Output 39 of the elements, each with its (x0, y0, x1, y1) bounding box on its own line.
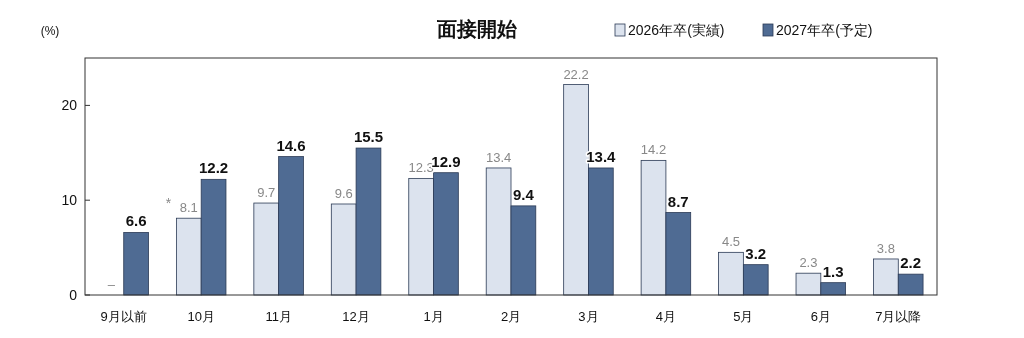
data-label: 2.2 (900, 254, 922, 272)
x-tick-label: 10月 (187, 309, 215, 324)
x-tick-label: 2月 (500, 309, 522, 324)
data-label: 9.6 (334, 185, 353, 201)
x-tick-label: 6月 (810, 309, 831, 324)
legend-label: 2027年卒(予定) (776, 22, 873, 38)
x-tick-label: 5月 (733, 309, 754, 324)
x-tick-label: 12月 (342, 309, 370, 324)
data-label: 8.7 (667, 192, 689, 210)
x-tick-label: 4月 (655, 309, 677, 324)
x-tick-label: 7月以降 (875, 309, 922, 324)
x-tick-label: 1月 (423, 309, 444, 324)
x-tick-label: 3月 (578, 309, 599, 324)
annotation: * (165, 195, 172, 212)
data-label: 15.5 (353, 128, 384, 146)
legend-label: 2026年卒(実績) (628, 22, 725, 38)
data-label: 3.2 (745, 244, 767, 262)
x-tick-label: 9月以前 (100, 309, 147, 324)
data-label: 3.8 (876, 240, 895, 256)
text: – (107, 277, 115, 292)
data-label: 22.2 (563, 66, 589, 82)
data-label: 9.4 (512, 185, 535, 203)
data-label: 1.3 (822, 262, 844, 280)
y-axis-title: (%) (40, 24, 60, 38)
y-tick-label: 0 (69, 287, 78, 303)
chart-title: 面接開始 (436, 18, 518, 40)
y-tick-label: 10 (61, 192, 78, 209)
y-tick-label: 20 (61, 97, 78, 114)
data-label: 13.4 (485, 149, 512, 165)
data-label: 12.2 (198, 159, 229, 177)
data-label: 6.6 (125, 212, 147, 230)
data-label: 4.5 (721, 234, 741, 250)
x-tick-label: 11月 (265, 309, 292, 324)
data-label: 2.3 (799, 255, 818, 271)
data-label: 14.6 (276, 136, 306, 154)
data-label: 8.1 (179, 200, 198, 216)
data-label: 14.2 (640, 142, 667, 158)
data-label: 9.7 (257, 185, 276, 201)
bar (123, 232, 149, 296)
